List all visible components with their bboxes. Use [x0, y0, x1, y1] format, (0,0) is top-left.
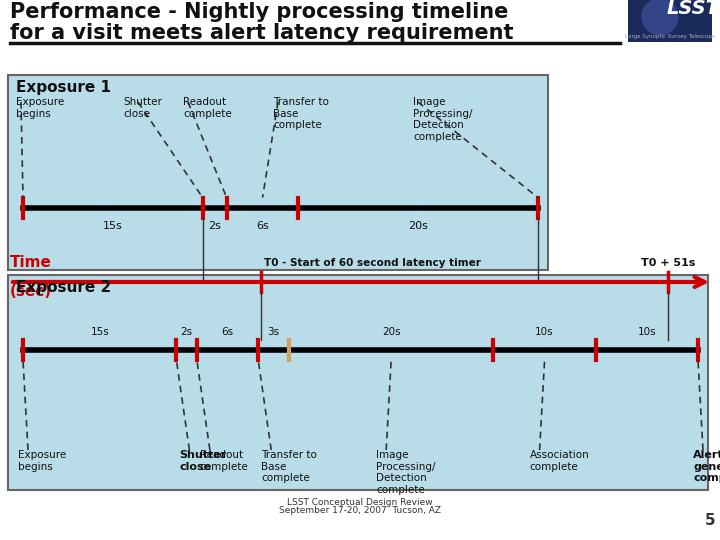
Text: Image
Processing/
Detection
complete: Image Processing/ Detection complete [413, 97, 472, 142]
Bar [8, 275, 708, 490]
Text: 2s: 2s [181, 327, 193, 338]
Text: Association
complete: Association complete [530, 450, 590, 471]
Text: T0 + 51s: T0 + 51s [641, 258, 696, 268]
Text: Image
Processing/
Detection
complete: Image Processing/ Detection complete [376, 450, 436, 495]
Text: Shutter
close: Shutter close [179, 450, 227, 471]
Text: Transfer to
Base
complete: Transfer to Base complete [273, 97, 329, 130]
Bar [8, 75, 548, 270]
Text: 20s: 20s [382, 327, 400, 338]
Text: 15s: 15s [103, 221, 122, 231]
Text: Time: Time [10, 255, 52, 270]
Text: LSST: LSST [667, 0, 720, 18]
Text: Exposure 1: Exposure 1 [16, 80, 111, 95]
Text: 15s: 15s [90, 327, 109, 338]
Text: for a visit meets alert latency requirement: for a visit meets alert latency requirem… [10, 23, 513, 43]
Text: Large Synoptic Survey Telescope: Large Synoptic Survey Telescope [625, 34, 715, 39]
Text: T0 - Start of 60 second latency timer: T0 - Start of 60 second latency timer [264, 258, 481, 268]
Text: (sec): (sec) [10, 284, 52, 299]
Text: Transfer to
Base
complete: Transfer to Base complete [261, 450, 317, 483]
Text: Exposure
begins: Exposure begins [18, 450, 66, 471]
Text: 6s: 6s [222, 327, 233, 338]
Text: Readout
complete: Readout complete [200, 450, 248, 471]
Text: Exposure 2: Exposure 2 [16, 280, 112, 295]
Circle shape [642, 0, 678, 35]
Text: September 17-20, 2007  Tucson, AZ: September 17-20, 2007 Tucson, AZ [279, 506, 441, 515]
Text: Alert
generate
complete: Alert generate complete [693, 450, 720, 483]
Text: Shutter
close: Shutter close [123, 97, 162, 119]
Text: 6s: 6s [256, 221, 269, 231]
Text: 10s: 10s [535, 327, 554, 338]
Text: LSST Conceptual Design Review: LSST Conceptual Design Review [287, 498, 433, 507]
Text: 3s: 3s [268, 327, 279, 338]
Text: 20s: 20s [408, 221, 428, 231]
Text: 10s: 10s [637, 327, 656, 338]
Text: Performance - Nightly processing timeline: Performance - Nightly processing timelin… [10, 2, 508, 22]
Text: 2s: 2s [208, 221, 221, 231]
Bar [628, 0, 712, 42]
Text: Readout
complete: Readout complete [183, 97, 232, 119]
Text: Exposure
begins: Exposure begins [16, 97, 64, 119]
Text: 5: 5 [704, 513, 715, 528]
